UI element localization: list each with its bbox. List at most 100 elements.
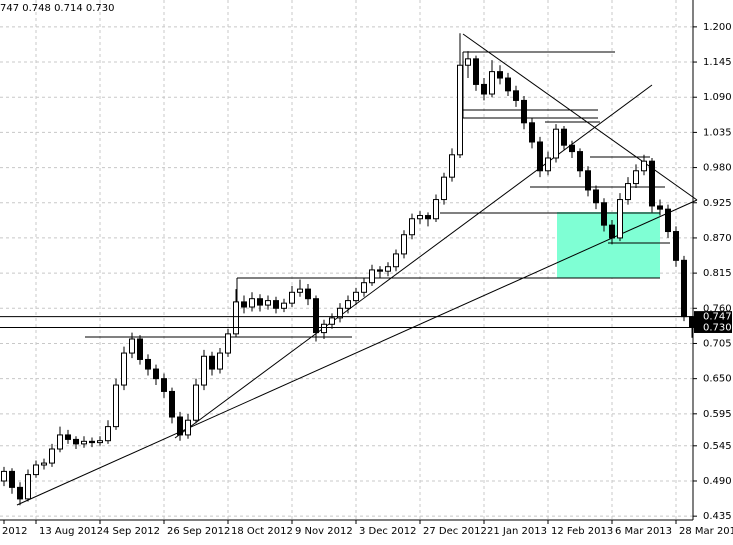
candle-body	[25, 474, 31, 500]
candle-body	[505, 77, 511, 92]
candle-body	[681, 259, 687, 318]
candle-body	[185, 419, 191, 436]
candle-body	[601, 202, 607, 226]
candle-body	[17, 486, 23, 500]
trendline	[462, 33, 698, 201]
candle-body	[249, 298, 255, 308]
candle-body	[217, 352, 223, 370]
y-tick-label: 1.090	[703, 92, 732, 103]
highlight-zone	[557, 212, 660, 278]
candle-body	[457, 64, 463, 156]
candle-body	[617, 199, 623, 239]
candle-body	[89, 440, 95, 444]
candle-body	[337, 307, 343, 319]
candle-body	[305, 288, 311, 300]
candle-body	[593, 189, 599, 204]
candle-body	[345, 300, 351, 309]
candle-body	[329, 317, 335, 325]
candle-body	[577, 151, 583, 172]
candle-body	[545, 157, 551, 172]
candle-body	[41, 462, 47, 466]
x-tick-label: 4 Sep 2012	[103, 526, 160, 537]
x-tick-label: 21 Jan 2013	[487, 526, 547, 537]
candle-body	[225, 333, 231, 354]
candle-body	[97, 440, 103, 444]
x-tick-label: 18 Oct 2012	[231, 526, 293, 537]
y-tick-label: 1.035	[703, 127, 732, 138]
candle-body	[673, 231, 679, 261]
candle-body	[57, 434, 63, 450]
candle-body	[193, 384, 199, 421]
candle-body	[81, 440, 87, 445]
labels: 1.200 1.145 1.090 1.035 0.980 0.925 0.870 0.815…	[0, 22, 733, 537]
candle-body	[641, 160, 647, 172]
candle-body	[553, 128, 559, 159]
candle-body	[257, 298, 263, 306]
candle-body	[401, 234, 407, 255]
y-tick-label: 0.760	[703, 303, 732, 314]
candle-body	[473, 58, 479, 85]
candle-body	[521, 99, 527, 124]
x-tick-label: 9 Nov 2012	[295, 526, 353, 537]
candle-body	[369, 269, 375, 284]
y-tick-label: 0.925	[703, 198, 732, 209]
y-tick-label: 0.650	[703, 374, 732, 385]
candle-body	[657, 205, 663, 210]
y-tick-label: 0.870	[703, 233, 732, 244]
candle-body	[417, 215, 423, 220]
candle-body	[377, 269, 383, 272]
candle-body	[297, 288, 303, 293]
candle-body	[425, 215, 431, 220]
price-tag-label: 0.747	[703, 312, 732, 323]
candle-body	[409, 218, 415, 236]
price-tag-label: 0.730	[703, 322, 732, 333]
x-tick-label: 6 Mar 2013	[615, 526, 672, 537]
candle-body	[233, 301, 239, 335]
candle-body	[689, 316, 695, 328]
y-tick-label: 1.200	[703, 22, 732, 33]
y-tick-label: 0.815	[703, 268, 732, 279]
candle-body	[633, 170, 639, 185]
chart-title: 747 0.748 0.714 0.730	[0, 3, 115, 14]
candle-body	[145, 358, 151, 370]
candle-body	[241, 301, 247, 308]
candle-body	[105, 426, 111, 442]
candles	[1, 33, 695, 506]
candle-body	[281, 302, 287, 309]
candle-body	[73, 438, 79, 445]
candle-body	[9, 470, 15, 488]
y-tick-label: 0.595	[703, 409, 732, 420]
candle-body	[289, 291, 295, 304]
candle-body	[129, 338, 135, 354]
y-tick-label: 0.490	[703, 476, 732, 487]
candle-body	[169, 390, 175, 418]
candle-body	[65, 434, 71, 440]
candle-body	[385, 266, 391, 272]
candle-body	[489, 71, 495, 95]
y-tick-label: 1.145	[703, 57, 732, 68]
candle-body	[33, 464, 39, 476]
x-tick-label: 2012	[2, 526, 27, 537]
candle-body	[609, 224, 615, 239]
candle-body	[273, 300, 279, 309]
candle-body	[153, 368, 159, 380]
candle-body	[465, 58, 471, 66]
candle-body	[265, 300, 271, 306]
candle-body	[209, 355, 215, 370]
x-tick-label: 3 Dec 2012	[359, 526, 417, 537]
price-tag	[694, 321, 732, 333]
candle-body	[393, 253, 399, 268]
candle-body	[313, 298, 319, 334]
candle-body	[321, 323, 327, 334]
y-tick-label: 0.705	[703, 338, 732, 349]
candle-body	[537, 141, 543, 172]
y-tick-label: 0.545	[703, 441, 732, 452]
candle-body	[433, 199, 439, 220]
candle-body	[113, 384, 119, 428]
x-tick-label: 12 Feb 2013	[551, 526, 613, 537]
candle-body	[569, 144, 575, 153]
x-tick-label: 13 Aug 2012	[39, 526, 103, 537]
x-tick-label: 26 Sep 2012	[167, 526, 230, 537]
candle-body	[1, 470, 7, 482]
